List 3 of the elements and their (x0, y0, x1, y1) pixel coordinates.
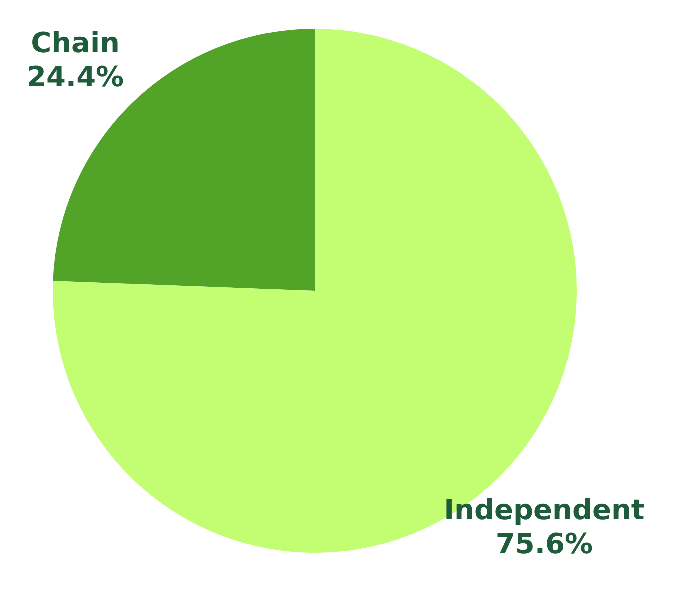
data-label: 24.4% (26, 60, 124, 94)
slice-label: Chain (31, 26, 120, 60)
data-label: 75.6% (496, 527, 594, 560)
